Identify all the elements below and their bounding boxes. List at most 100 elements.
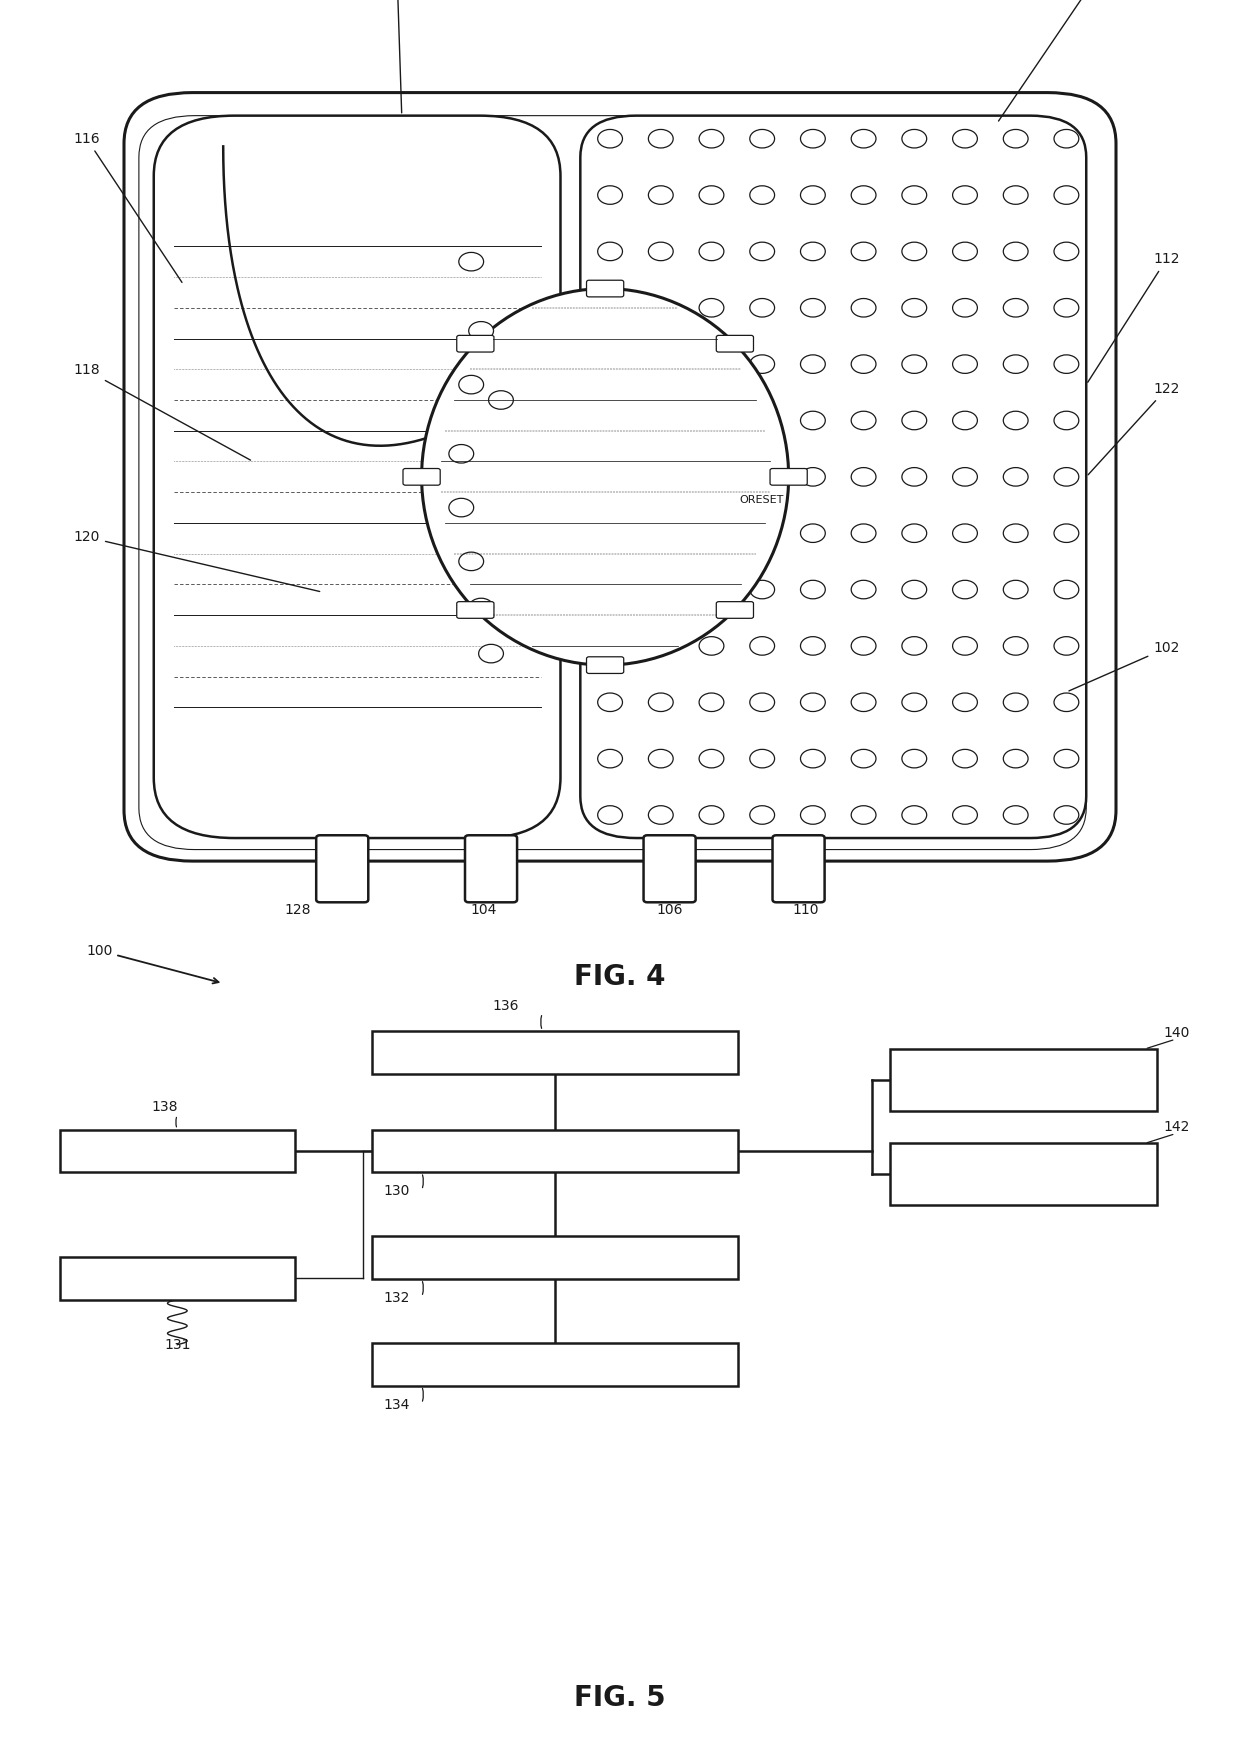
Text: 110: 110 [792, 903, 820, 917]
Circle shape [851, 524, 875, 543]
Circle shape [598, 805, 622, 825]
Circle shape [750, 524, 775, 543]
Circle shape [750, 185, 775, 204]
Circle shape [469, 321, 494, 341]
Text: 116: 116 [73, 131, 182, 283]
FancyBboxPatch shape [465, 835, 517, 901]
Circle shape [699, 805, 724, 825]
FancyBboxPatch shape [773, 835, 825, 901]
Text: PROCESSOR: PROCESSOR [512, 1144, 598, 1158]
Circle shape [699, 524, 724, 543]
Text: 120: 120 [73, 529, 320, 592]
FancyBboxPatch shape [372, 1031, 738, 1074]
Circle shape [649, 355, 673, 374]
Circle shape [1003, 636, 1028, 655]
Text: 130: 130 [383, 1184, 410, 1198]
Circle shape [699, 694, 724, 711]
Circle shape [1003, 355, 1028, 374]
Text: 114: 114 [383, 0, 410, 114]
Circle shape [901, 129, 926, 148]
Circle shape [952, 524, 977, 543]
Circle shape [699, 636, 724, 655]
Circle shape [801, 468, 826, 486]
FancyBboxPatch shape [890, 1048, 1157, 1111]
Circle shape [750, 129, 775, 148]
Text: STORAGE MEMORY: STORAGE MEMORY [489, 1357, 621, 1371]
Circle shape [901, 749, 926, 769]
Text: WIRELESS RECEIVER: WIRELESS RECEIVER [484, 1046, 626, 1059]
Text: 102: 102 [1069, 641, 1179, 690]
Text: 138: 138 [151, 1101, 179, 1115]
Circle shape [801, 636, 826, 655]
Text: 100: 100 [86, 943, 218, 984]
Circle shape [851, 580, 875, 599]
FancyBboxPatch shape [316, 835, 368, 901]
Circle shape [1054, 636, 1079, 655]
Circle shape [851, 185, 875, 204]
Circle shape [449, 444, 474, 463]
Circle shape [699, 468, 724, 486]
Circle shape [952, 694, 977, 711]
FancyBboxPatch shape [456, 601, 494, 618]
Circle shape [1003, 694, 1028, 711]
Circle shape [699, 243, 724, 260]
Circle shape [801, 243, 826, 260]
Circle shape [598, 129, 622, 148]
Circle shape [901, 694, 926, 711]
FancyBboxPatch shape [372, 1343, 738, 1385]
Circle shape [459, 252, 484, 271]
Circle shape [750, 299, 775, 316]
Circle shape [750, 243, 775, 260]
Circle shape [952, 355, 977, 374]
Circle shape [699, 411, 724, 430]
FancyBboxPatch shape [154, 115, 560, 839]
Circle shape [1003, 805, 1028, 825]
Circle shape [649, 129, 673, 148]
Text: 131: 131 [164, 1338, 191, 1352]
Circle shape [479, 645, 503, 662]
Circle shape [851, 694, 875, 711]
Text: 106: 106 [656, 903, 683, 917]
Circle shape [801, 411, 826, 430]
FancyBboxPatch shape [717, 601, 754, 618]
Text: 128: 128 [284, 903, 311, 917]
Circle shape [851, 243, 875, 260]
Text: 140: 140 [1163, 1025, 1189, 1039]
Circle shape [901, 805, 926, 825]
Circle shape [1054, 299, 1079, 316]
Circle shape [901, 185, 926, 204]
FancyBboxPatch shape [644, 835, 696, 901]
FancyBboxPatch shape [60, 1256, 295, 1300]
Circle shape [801, 355, 826, 374]
Circle shape [1054, 185, 1079, 204]
Text: OUTPUT DEVICES
CONTROLLER: OUTPUT DEVICES CONTROLLER [963, 1160, 1084, 1188]
Circle shape [801, 299, 826, 316]
Circle shape [801, 129, 826, 148]
Circle shape [699, 749, 724, 769]
Circle shape [750, 694, 775, 711]
Circle shape [901, 299, 926, 316]
Circle shape [649, 468, 673, 486]
FancyBboxPatch shape [587, 280, 624, 297]
Circle shape [801, 185, 826, 204]
Circle shape [952, 129, 977, 148]
Text: 142: 142 [1163, 1120, 1189, 1134]
Text: 122: 122 [1089, 383, 1179, 475]
Circle shape [851, 805, 875, 825]
Circle shape [459, 376, 484, 393]
FancyBboxPatch shape [587, 657, 624, 673]
Circle shape [901, 243, 926, 260]
Circle shape [649, 411, 673, 430]
Circle shape [1054, 129, 1079, 148]
Circle shape [1054, 468, 1079, 486]
Circle shape [1054, 805, 1079, 825]
Circle shape [801, 524, 826, 543]
Circle shape [1054, 580, 1079, 599]
Text: 134: 134 [383, 1398, 410, 1412]
Text: INPUT DEVICES
CONTROLLER: INPUT DEVICES CONTROLLER [971, 1066, 1076, 1094]
Circle shape [1054, 694, 1079, 711]
Circle shape [901, 468, 926, 486]
Circle shape [750, 805, 775, 825]
Circle shape [699, 299, 724, 316]
Circle shape [1054, 243, 1079, 260]
